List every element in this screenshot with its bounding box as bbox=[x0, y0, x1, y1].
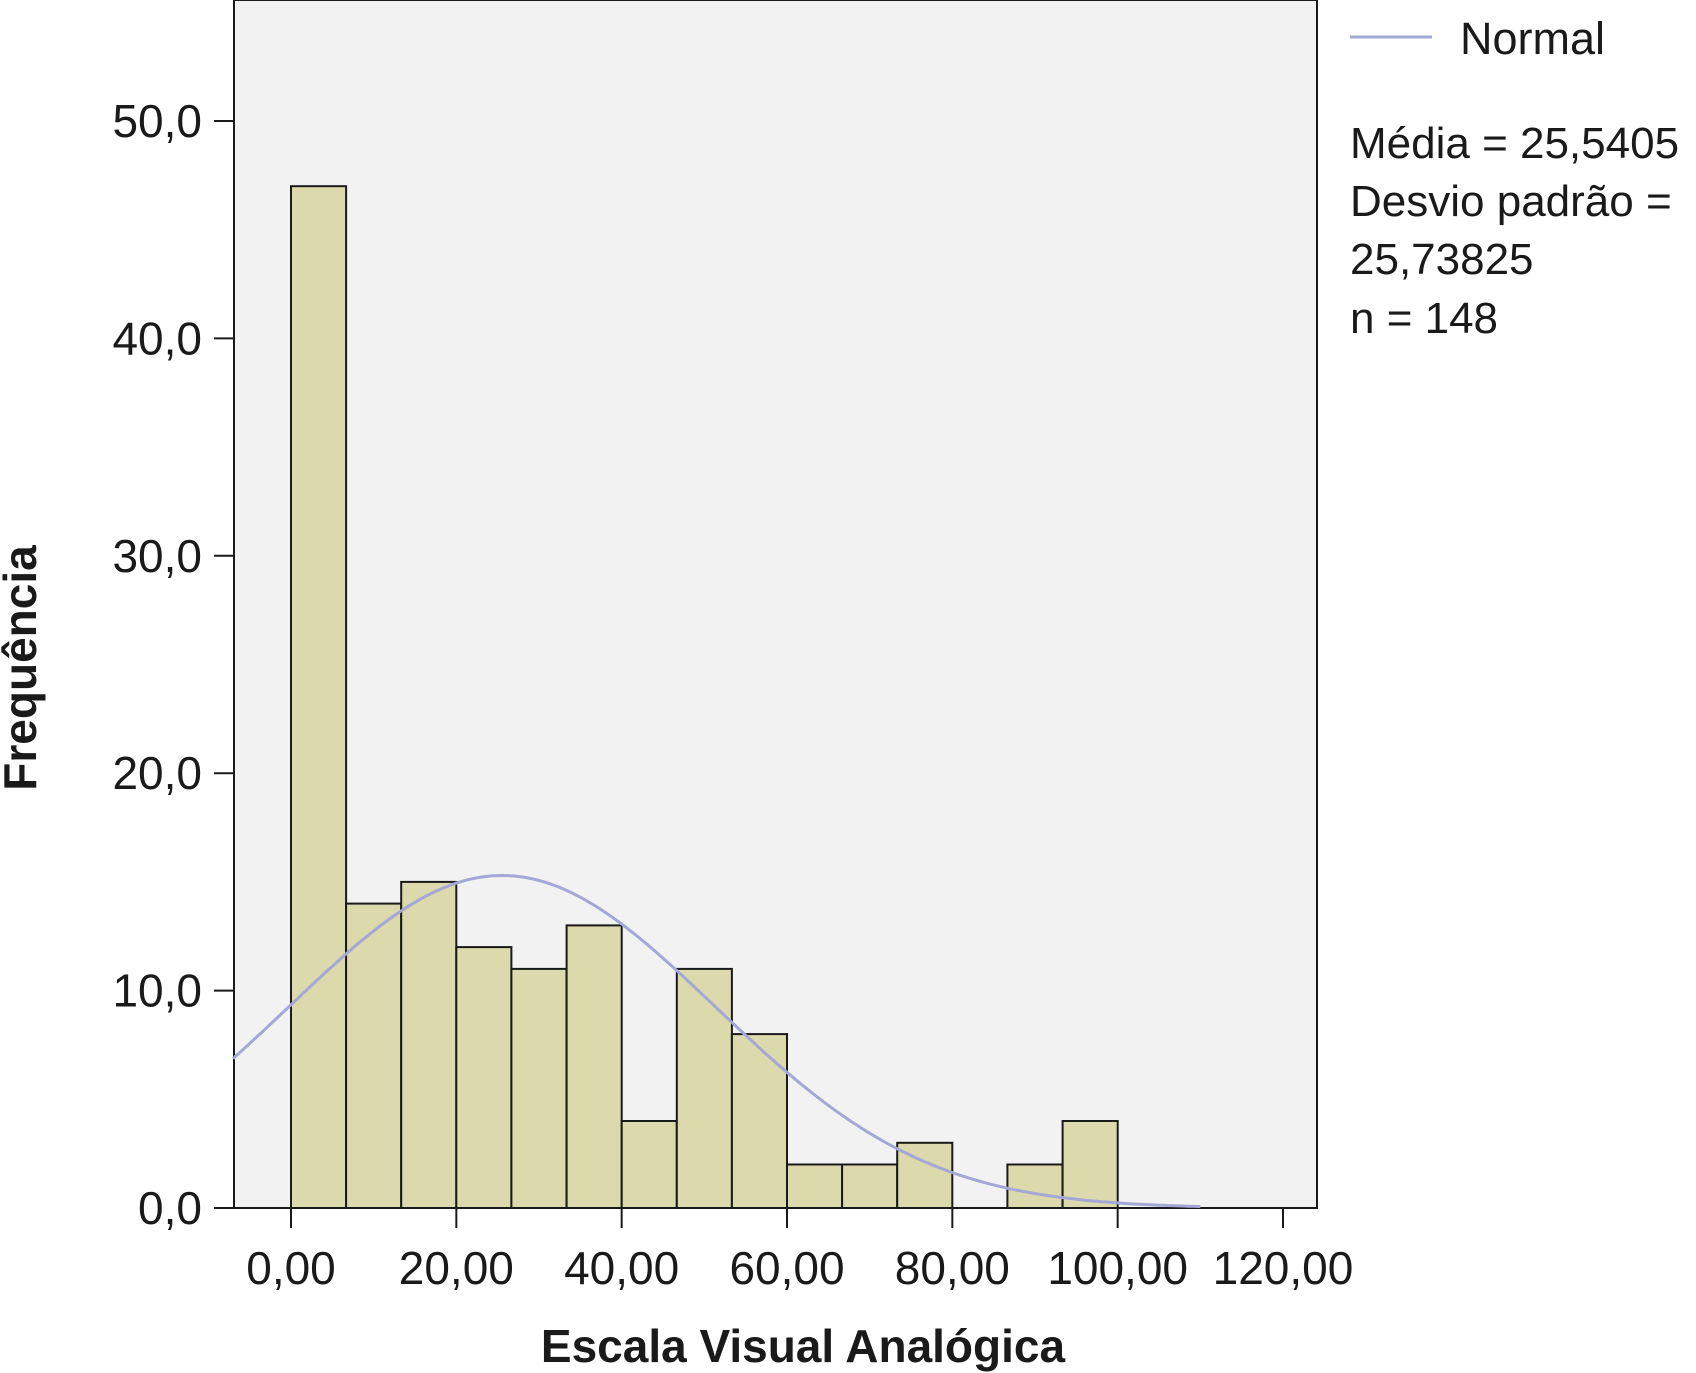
stats-block: Média = 25,5405 Desvio padrão = 25,73825… bbox=[1350, 119, 1679, 343]
x-tick-label-5: 100,00 bbox=[1047, 1242, 1188, 1294]
histogram-bars bbox=[290, 185, 1119, 1210]
x-tick-label-2: 40,00 bbox=[564, 1242, 679, 1294]
histogram-bar-9 bbox=[786, 1163, 844, 1209]
histogram-bar-3 bbox=[455, 946, 513, 1209]
y-tick-label-4: 40,0 bbox=[112, 312, 202, 364]
histogram-bar-0 bbox=[290, 185, 348, 1209]
histogram-bar-14 bbox=[1061, 1120, 1119, 1209]
histogram-bar-5 bbox=[565, 924, 623, 1210]
histogram-bar-6 bbox=[620, 1120, 678, 1209]
stats-mean: Média = 25,5405 bbox=[1350, 119, 1679, 168]
normal-curve-line bbox=[232, 873, 1201, 1208]
x-tick-label-1: 20,00 bbox=[399, 1242, 514, 1294]
y-tick-label-2: 20,0 bbox=[112, 747, 202, 799]
histogram-bar-7 bbox=[675, 967, 733, 1210]
legend: Normal bbox=[1350, 13, 1605, 64]
histogram-bar-2 bbox=[400, 880, 458, 1210]
y-tick-label-0: 0,0 bbox=[138, 1182, 202, 1234]
x-axis-title: Escala Visual Analógica bbox=[541, 1320, 1066, 1372]
histogram-bar-8 bbox=[730, 1033, 789, 1209]
stats-sd-value: 25,73825 bbox=[1350, 235, 1534, 284]
histogram-bar-13 bbox=[1006, 1163, 1064, 1209]
legend-normal-label: Normal bbox=[1460, 13, 1605, 64]
x-tick-label-3: 60,00 bbox=[729, 1242, 844, 1294]
stats-n: n = 148 bbox=[1350, 294, 1498, 343]
histogram-bar-10 bbox=[841, 1163, 899, 1209]
x-tick-label-6: 120,00 bbox=[1213, 1242, 1354, 1294]
x-tick-label-0: 0,00 bbox=[246, 1242, 336, 1294]
x-tick-label-4: 80,00 bbox=[895, 1242, 1010, 1294]
histogram-bar-4 bbox=[510, 967, 568, 1210]
y-tick-label-1: 10,0 bbox=[112, 965, 202, 1017]
y-tick-label-3: 30,0 bbox=[112, 530, 202, 582]
histogram-bar-1 bbox=[345, 902, 403, 1209]
stats-sd-label: Desvio padrão = bbox=[1350, 177, 1672, 226]
y-axis-title: Frequência bbox=[0, 545, 46, 791]
y-axis: 0,0 10,0 20,0 30,0 40,0 50,0 bbox=[112, 95, 234, 1234]
x-axis: 0,00 20,00 40,00 60,00 80,00 100,00 120,00 bbox=[246, 1208, 1353, 1294]
y-tick-label-5: 50,0 bbox=[112, 95, 202, 147]
